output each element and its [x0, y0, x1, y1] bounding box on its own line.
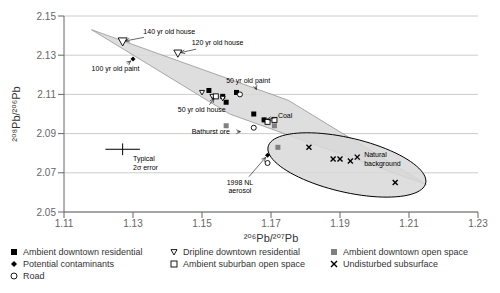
svg-text:²⁰⁶Pb/²⁰⁷Pb: ²⁰⁶Pb/²⁰⁷Pb — [244, 232, 299, 244]
svg-text:1.19: 1.19 — [330, 218, 350, 229]
svg-text:Coal: Coal — [278, 112, 293, 119]
svg-text:100 yr old paint: 100 yr old paint — [92, 65, 140, 73]
html-text:Ambient downtown residential: Ambient downtown residential — [23, 247, 143, 257]
svg-text:Typical2σ error: Typical2σ error — [133, 155, 159, 170]
svg-text:1.13: 1.13 — [123, 218, 143, 229]
svg-text:1.15: 1.15 — [192, 218, 212, 229]
svg-text:Naturalbackground: Naturalbackground — [364, 151, 401, 167]
svg-text:²⁰⁸Pb/²⁰⁶Pb: ²⁰⁸Pb/²⁰⁶Pb — [10, 86, 22, 141]
svg-text:1.21: 1.21 — [399, 218, 419, 229]
svg-text:2.07: 2.07 — [37, 167, 57, 178]
html-text:Dripline downtown residential: Dripline downtown residential — [183, 247, 301, 257]
svg-text:50 yr old house: 50 yr old house — [178, 106, 226, 114]
svg-text:Bathurst ore: Bathurst ore — [192, 128, 230, 135]
html-text:Undisturbed subsurface: Undisturbed subsurface — [343, 259, 439, 269]
html-text:Ambient downtown open space: Ambient downtown open space — [343, 247, 469, 257]
html-text:Ambient suburban open space: Ambient suburban open space — [183, 259, 306, 269]
svg-text:1998 NLaerosol: 1998 NLaerosol — [227, 179, 254, 194]
svg-text:1.11: 1.11 — [55, 218, 74, 229]
svg-text:1.17: 1.17 — [261, 218, 281, 229]
svg-text:2.13: 2.13 — [37, 50, 57, 61]
html-text:Road: Road — [23, 271, 45, 281]
svg-text:1.23: 1.23 — [468, 218, 488, 229]
svg-text:50 yr old paint: 50 yr old paint — [226, 77, 270, 85]
svg-text:2.05: 2.05 — [37, 207, 57, 218]
svg-text:140 yr old house: 140 yr old house — [143, 28, 195, 36]
svg-text:120 yr old house: 120 yr old house — [192, 39, 244, 47]
svg-text:2.11: 2.11 — [37, 89, 56, 100]
svg-text:2.09: 2.09 — [37, 128, 57, 139]
svg-text:2.15: 2.15 — [37, 11, 57, 22]
html-text:Potential contaminants: Potential contaminants — [23, 259, 115, 269]
